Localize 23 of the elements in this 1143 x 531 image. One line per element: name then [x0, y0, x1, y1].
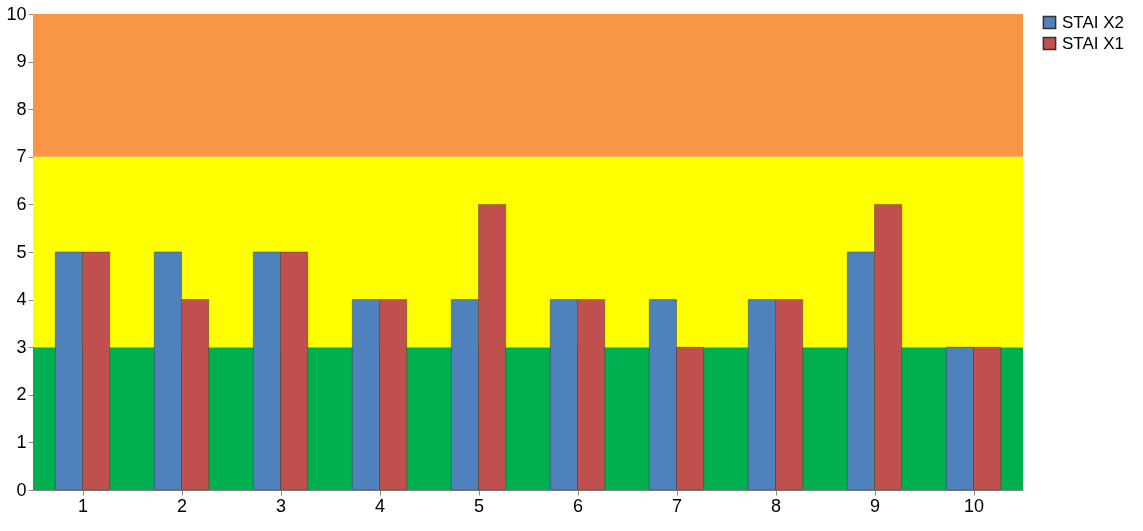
y-tick-label: 1: [16, 431, 27, 452]
x-tick-label: 5: [473, 495, 485, 516]
y-tick-label: 8: [16, 98, 27, 119]
x-tick-label: 8: [770, 495, 782, 516]
x-tick-label: 9: [869, 495, 881, 516]
x-tick-label: 2: [176, 495, 188, 516]
x-tick-label: 7: [671, 495, 683, 516]
legend-label: STAI X1: [1062, 33, 1125, 53]
y-tick-label: 10: [6, 3, 27, 24]
x-tick-label: 6: [572, 495, 584, 516]
y-tick-label: 5: [16, 241, 27, 262]
y-tick-label: 0: [16, 479, 27, 500]
y-tick-label: 3: [16, 336, 27, 357]
y-tick-label: 4: [16, 289, 27, 310]
legend-label: STAI X2: [1062, 12, 1125, 32]
y-tick-label: 7: [16, 146, 27, 167]
x-tick-label: 3: [275, 495, 287, 516]
y-tick-label: 9: [16, 51, 27, 72]
x-tick-label: 1: [77, 495, 89, 516]
x-tick-label: 10: [963, 495, 985, 516]
y-tick-label: 6: [16, 193, 27, 214]
y-tick-label: 2: [16, 384, 27, 405]
x-tick-label: 4: [374, 495, 386, 516]
